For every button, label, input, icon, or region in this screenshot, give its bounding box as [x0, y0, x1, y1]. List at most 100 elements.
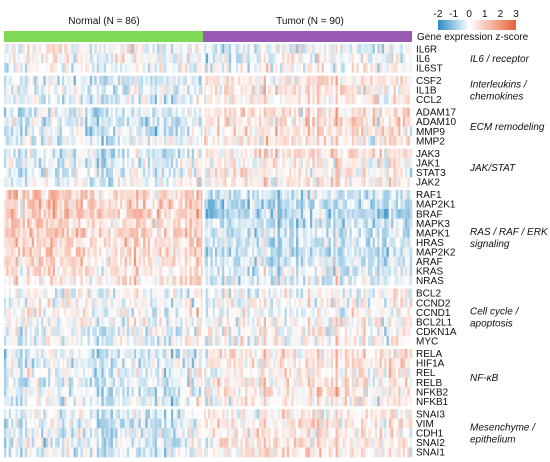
heatmap-cell	[319, 256, 322, 267]
heatmap-cell	[31, 126, 35, 137]
heatmap-cell	[48, 228, 51, 238]
heatmap-cell	[43, 266, 47, 277]
heatmap-cell	[150, 148, 153, 159]
heatmap-cell	[303, 126, 306, 137]
heatmap-cell	[57, 116, 60, 127]
heatmap-cell	[75, 298, 79, 308]
heatmap-cell	[87, 237, 91, 248]
heatmap-cell	[191, 116, 195, 127]
heatmap-cell	[268, 247, 271, 258]
heatmap-cell	[168, 85, 172, 96]
heatmap-cell	[198, 177, 202, 188]
heatmap-cell	[138, 158, 142, 169]
heatmap-cell	[163, 189, 167, 200]
heatmap-cell	[50, 298, 53, 308]
heatmap-cell	[48, 288, 51, 299]
heatmap-cell	[175, 298, 179, 308]
heatmap-cell	[10, 256, 14, 267]
heatmap-cell	[291, 53, 295, 64]
heatmap-cell	[333, 116, 336, 127]
heatmap-cell	[224, 256, 227, 267]
heatmap-cell	[249, 298, 253, 308]
heatmap-cell	[55, 307, 58, 318]
heatmap-cell	[286, 177, 290, 188]
heatmap-cell	[166, 75, 169, 86]
heatmap-cell	[50, 218, 53, 229]
heatmap-cell	[337, 75, 341, 86]
heatmap-cell	[112, 208, 116, 219]
heatmap-cell	[82, 228, 86, 238]
heatmap-cell	[268, 288, 271, 299]
heatmap-cell	[337, 167, 341, 178]
heatmap-cell	[303, 189, 306, 200]
heatmap-cell	[126, 298, 130, 308]
heatmap-cell	[208, 218, 211, 229]
heatmap-cell	[8, 208, 12, 219]
heatmap-cell	[303, 218, 306, 229]
heatmap-cell	[34, 288, 37, 299]
heatmap-cell	[358, 44, 362, 54]
heatmap-cell	[361, 53, 364, 64]
heatmap-cell	[372, 94, 376, 105]
heatmap-cell	[50, 177, 53, 188]
heatmap-cell	[361, 189, 364, 200]
heatmap-cell	[175, 256, 179, 267]
heatmap-cell	[277, 167, 281, 178]
heatmap-cell	[99, 275, 102, 286]
heatmap-cell	[358, 317, 362, 328]
heatmap-cell	[106, 228, 109, 238]
heatmap-cell	[402, 53, 406, 64]
heatmap-cell	[140, 247, 144, 258]
heatmap-cell	[270, 53, 274, 64]
heatmap-cell	[13, 247, 16, 258]
heatmap-cell	[224, 317, 227, 328]
heatmap-cell	[89, 298, 93, 308]
heatmap-cell	[228, 266, 232, 277]
heatmap-cell	[363, 107, 366, 118]
heatmap-cell	[367, 247, 371, 258]
heatmap-cell	[354, 44, 357, 54]
heatmap-cell	[124, 167, 128, 178]
heatmap-cell	[24, 288, 28, 299]
heatmap-cell	[300, 208, 304, 219]
heatmap-cell	[363, 94, 366, 105]
heatmap-cell	[29, 136, 33, 146]
heatmap-cell	[259, 189, 262, 200]
heatmap-cell	[117, 94, 121, 105]
heatmap-cell	[66, 85, 70, 96]
heatmap-cell	[22, 228, 26, 238]
heatmap-cell	[354, 75, 357, 86]
heatmap-cell	[99, 298, 102, 308]
heatmap-cell	[381, 53, 385, 64]
heatmap-cell	[8, 75, 12, 86]
heatmap-cell	[57, 158, 60, 169]
heatmap-cell	[363, 85, 366, 96]
heatmap-cell	[61, 317, 65, 328]
heatmap-cell	[233, 237, 237, 248]
heatmap-cell	[247, 148, 251, 159]
heatmap-cell	[147, 307, 151, 318]
heatmap-cell	[342, 189, 346, 200]
heatmap-cell	[361, 317, 364, 328]
heatmap-cell	[24, 63, 28, 73]
heatmap-cell	[166, 107, 169, 118]
heatmap-cell	[402, 266, 406, 277]
heatmap-cell	[140, 218, 144, 229]
heatmap-cell	[342, 208, 346, 219]
heatmap-cell	[330, 237, 334, 248]
heatmap-cell	[55, 317, 58, 328]
heatmap-cell	[409, 44, 413, 54]
heatmap-cell	[217, 177, 220, 188]
heatmap-cell	[175, 107, 179, 118]
heatmap-cell	[34, 116, 37, 127]
heatmap-cell	[52, 199, 56, 210]
heatmap-cell	[110, 136, 114, 146]
heatmap-cell	[330, 256, 334, 267]
heatmap-cell	[310, 148, 313, 159]
heatmap-cell	[252, 63, 255, 73]
heatmap-cell	[379, 63, 383, 73]
heatmap-cell	[402, 116, 406, 127]
heatmap-cell	[15, 208, 19, 219]
heatmap-cell	[85, 228, 88, 238]
heatmap-cell	[381, 189, 385, 200]
